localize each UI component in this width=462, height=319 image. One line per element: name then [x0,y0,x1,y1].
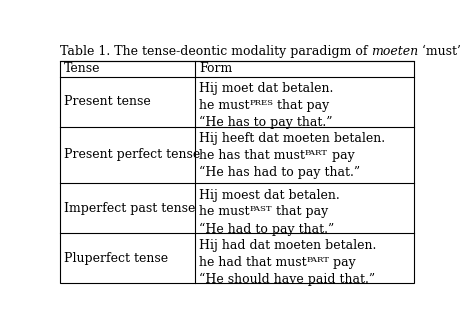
Text: Hij moest dat betalen.: Hij moest dat betalen. [199,189,340,202]
Text: PART: PART [306,256,329,263]
Text: he had that must: he had that must [199,256,306,269]
Text: that pay: that pay [274,99,329,112]
Text: PAST: PAST [249,205,272,213]
Text: he has that must: he has that must [199,149,305,162]
Text: Imperfect past tense: Imperfect past tense [64,202,195,215]
Text: Pluperfect tense: Pluperfect tense [64,252,168,265]
Text: Table 1. The tense-deontic modality paradigm of: Table 1. The tense-deontic modality para… [60,45,371,58]
Text: PART: PART [305,149,328,157]
Text: Hij moet dat betalen.: Hij moet dat betalen. [199,82,333,95]
Text: Tense: Tense [64,62,100,75]
Text: “He had to pay that.”: “He had to pay that.” [199,222,334,235]
Text: he must: he must [199,205,249,219]
Text: Hij had dat moeten betalen.: Hij had dat moeten betalen. [199,239,376,252]
Text: he must: he must [199,99,249,112]
Text: Present tense: Present tense [64,95,151,108]
Text: that pay: that pay [272,205,328,219]
Text: ‘must’: ‘must’ [418,45,461,58]
Text: “He has had to pay that.”: “He has had to pay that.” [199,166,360,179]
Text: pay: pay [329,256,356,269]
Text: PRES: PRES [249,99,274,107]
Text: “He has to pay that.”: “He has to pay that.” [199,116,332,129]
Text: Present perfect tense: Present perfect tense [64,148,200,161]
Text: moeten: moeten [371,45,418,58]
Text: pay: pay [328,149,354,162]
Text: Hij heeft dat moeten betalen.: Hij heeft dat moeten betalen. [199,132,385,145]
Text: Form: Form [199,62,232,75]
Text: “He should have paid that.”: “He should have paid that.” [199,272,375,286]
